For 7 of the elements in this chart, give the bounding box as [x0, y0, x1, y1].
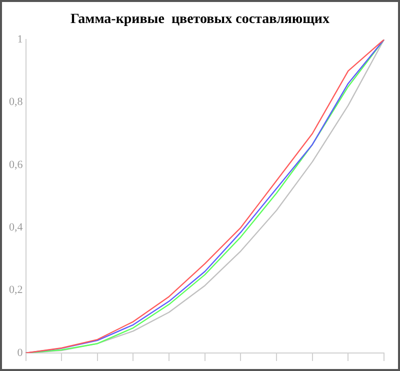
chart-title: Гамма-кривые цветовых составляющих [70, 12, 330, 28]
y-tick-label: 0,6 [9, 158, 24, 171]
y-tick-label: 0,8 [9, 96, 24, 108]
y-tick-label: 0 [17, 346, 24, 359]
y-tick-label: 0,4 [9, 222, 24, 234]
y-tick-label: 1 [17, 33, 23, 46]
y-tick-label: 0,2 [9, 284, 23, 296]
